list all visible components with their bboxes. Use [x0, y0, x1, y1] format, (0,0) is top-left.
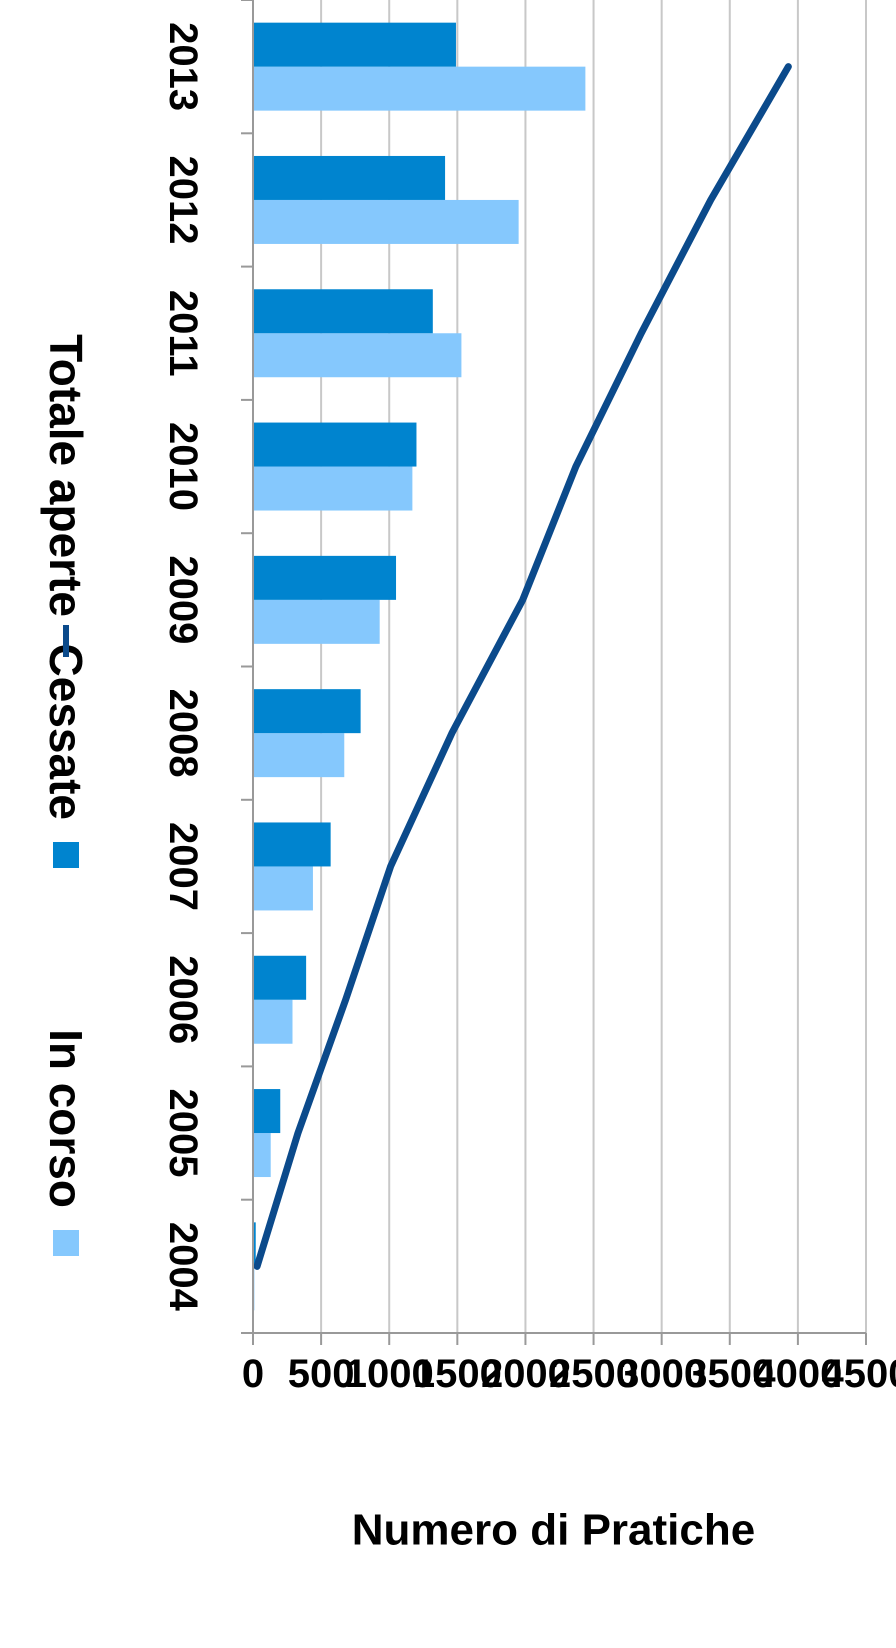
- value-tick-label: 2500: [549, 1352, 638, 1396]
- legend: In corso Cessate Totale aperte: [40, 334, 92, 1256]
- bar-in-corso: [252, 1133, 271, 1178]
- bar-in-corso: [253, 999, 293, 1044]
- axes: [241, 0, 867, 1345]
- category-label: 2010: [161, 422, 205, 511]
- category-label: 2012: [161, 155, 205, 244]
- legend-swatch: [53, 1230, 79, 1256]
- category-label: 2008: [161, 689, 205, 778]
- legend-label: Cessate: [40, 644, 92, 820]
- value-tick-label: 500: [288, 1352, 355, 1396]
- bar-in-corso: [253, 866, 313, 911]
- category-label: 2011: [161, 290, 205, 377]
- bar-in-corso: [253, 333, 462, 378]
- bar-in-corso: [252, 733, 345, 778]
- category-label: 2005: [161, 1089, 205, 1178]
- line-totale-aperte: [253, 63, 792, 1270]
- category-label: 2009: [161, 555, 205, 644]
- value-tick-label: 3500: [685, 1352, 774, 1396]
- bar-cessate: [252, 689, 361, 734]
- bar-cessate: [252, 955, 307, 1000]
- legend-item-cessate: Cessate: [40, 644, 92, 868]
- value-tick-label: 2000: [481, 1352, 570, 1396]
- bar-cessate: [252, 555, 397, 600]
- value-axis-label: Numero di Pratiche: [352, 1506, 755, 1555]
- value-tick-label: 0: [242, 1352, 264, 1396]
- bar-in-corso: [252, 599, 380, 644]
- line-series: [253, 63, 792, 1270]
- value-axis-title: Numero di Pratiche: [352, 1506, 755, 1555]
- bar-cessate: [252, 22, 456, 67]
- legend-item-totale-aperte: Totale aperte: [40, 334, 92, 657]
- legend-label: In corso: [40, 1029, 92, 1208]
- bar-in-corso: [253, 199, 519, 244]
- bar-in-corso: [253, 466, 413, 511]
- bar-cessate: [253, 822, 331, 867]
- value-tick-labels: 0 50010001500200025003000350040004500: [242, 1352, 896, 1396]
- category-label: 2013: [161, 22, 205, 111]
- value-tick-label: 4500: [822, 1352, 896, 1396]
- value-tick-label: 4000: [753, 1352, 842, 1396]
- bar-cessate: [252, 289, 433, 334]
- legend-item-in-corso: In corso: [40, 1029, 92, 1256]
- bar-cessate: [253, 422, 417, 467]
- legend-swatch: [53, 842, 79, 868]
- category-label: 2007: [161, 822, 205, 911]
- value-tick-label: 1500: [413, 1352, 502, 1396]
- value-tick-label: 1000: [345, 1352, 434, 1396]
- bar-cessate: [253, 155, 446, 200]
- legend-label: Totale aperte: [40, 334, 92, 617]
- plot-rotated-group: 0 50010001500200025003000350040004500 200…: [40, 0, 896, 1555]
- bar-cessate: [253, 1089, 281, 1134]
- category-label: 2006: [161, 955, 205, 1044]
- bars: [252, 22, 586, 1311]
- category-labels: 2004 2005 2006 2007 2008 2009 2010 2011 2012 2013: [161, 22, 205, 1311]
- category-label: 2004: [161, 1222, 205, 1312]
- value-tick-label: 3000: [617, 1352, 706, 1396]
- bar-in-corso: [253, 66, 586, 111]
